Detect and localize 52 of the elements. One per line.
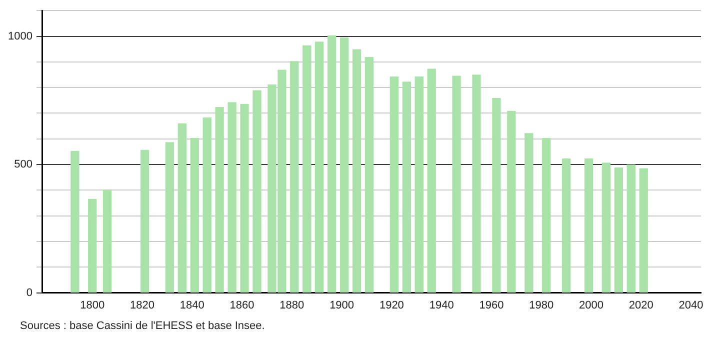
bar (402, 82, 411, 293)
bar (140, 150, 150, 293)
x-tick-label: 1940 (429, 299, 454, 312)
y-tick-label: 0 (26, 286, 32, 299)
x-tick-label: 1900 (330, 299, 354, 312)
bar (240, 104, 249, 293)
bar (492, 98, 501, 293)
x-tick-label: 1980 (529, 299, 554, 312)
bar (562, 158, 571, 293)
y-tick-label: 1000 (8, 30, 32, 42)
bar (202, 118, 212, 293)
bar (340, 37, 349, 293)
bar (190, 138, 199, 293)
x-tick-label: 1860 (230, 299, 254, 312)
y-tick-label: 500 (14, 158, 32, 171)
bar (524, 133, 534, 293)
bar (252, 90, 262, 293)
x-tick-label: 2000 (579, 299, 604, 312)
bar (327, 35, 336, 293)
bar (352, 49, 362, 293)
bar (626, 164, 636, 293)
bar (165, 142, 174, 293)
bar (390, 76, 399, 293)
bar (178, 123, 186, 293)
bar (639, 168, 648, 293)
x-tick-label: 1920 (379, 299, 404, 312)
bar (602, 162, 611, 293)
bar (452, 76, 461, 293)
bar (302, 45, 312, 293)
bar (584, 158, 594, 293)
bar (102, 190, 112, 293)
bar (614, 168, 624, 293)
bar (315, 42, 324, 293)
bar (364, 56, 374, 293)
bar (88, 198, 97, 293)
bar (472, 74, 481, 293)
x-tick-label: 1960 (479, 299, 504, 312)
bar (427, 68, 436, 293)
source-note: Sources : base Cassini de l'EHESS et base Insee. (20, 320, 265, 332)
x-tick-label: 2040 (678, 299, 704, 312)
bar (542, 138, 551, 293)
bar (228, 102, 236, 293)
x-tick-label: 2020 (628, 299, 654, 312)
bar (215, 106, 224, 293)
bar (507, 110, 516, 293)
bar (290, 61, 299, 293)
x-tick-label: 1820 (130, 299, 154, 312)
x-tick-label: 1880 (280, 299, 304, 312)
x-tick-label: 1840 (180, 299, 204, 312)
bar (414, 76, 424, 293)
bar (70, 150, 80, 293)
x-tick-label: 1800 (80, 299, 105, 312)
